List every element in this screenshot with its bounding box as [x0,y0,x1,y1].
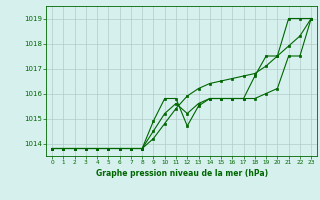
X-axis label: Graphe pression niveau de la mer (hPa): Graphe pression niveau de la mer (hPa) [96,169,268,178]
